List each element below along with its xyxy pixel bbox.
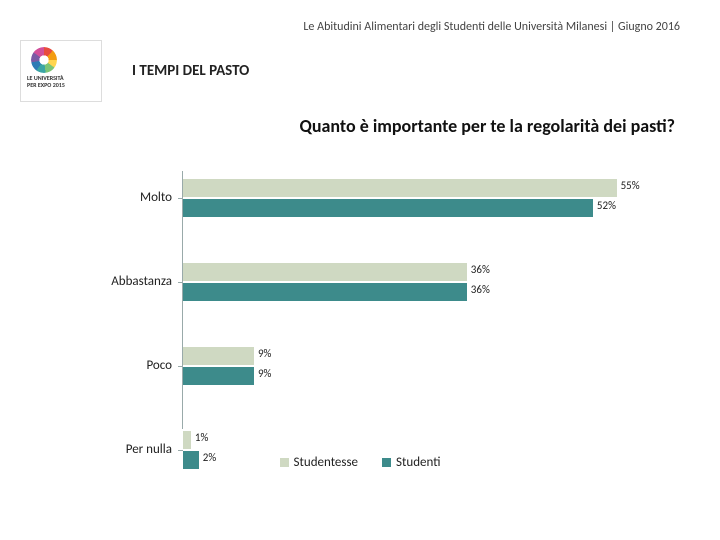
bar: [183, 283, 467, 301]
bar: [183, 263, 467, 281]
bar-value-label: 52%: [597, 199, 616, 212]
bar-value-label: 9%: [258, 367, 271, 380]
bar: [183, 179, 617, 197]
plot-area: 55%52%36%36%9%9%1%2%: [182, 175, 655, 425]
bar-value-label: 55%: [621, 179, 640, 192]
bar-value-label: 9%: [258, 347, 271, 360]
header-breadcrumb: Le Abitudini Alimentari degli Studenti d…: [303, 20, 680, 34]
legend-swatch: [280, 458, 289, 467]
legend-item: Studenti: [382, 455, 440, 470]
legend-label: Studentesse: [294, 455, 359, 470]
logo: LE UNIVERSITÀPER EXPO 2015: [20, 40, 102, 102]
legend-item: Studentesse: [280, 455, 359, 470]
category-label: Poco: [90, 358, 182, 373]
logo-text: LE UNIVERSITÀPER EXPO 2015: [27, 75, 65, 88]
legend-label: Studenti: [396, 455, 440, 470]
logo-burst-icon: [31, 47, 57, 73]
category-label: Abbastanza: [90, 274, 182, 289]
bar-value-label: 36%: [471, 283, 490, 296]
chart-question: Quanto è importante per te la regolarità…: [300, 115, 676, 137]
legend: Studentesse Studenti: [0, 455, 720, 470]
bar: [183, 431, 191, 449]
bar-value-label: 36%: [471, 263, 490, 276]
section-title: I TEMPI DEL PASTO: [132, 62, 249, 80]
bar: [183, 367, 254, 385]
bar: [183, 199, 593, 217]
bar-value-label: 1%: [195, 431, 208, 444]
bar: [183, 347, 254, 365]
bar-chart: 55%52%36%36%9%9%1%2% MoltoAbbastanzaPoco…: [90, 175, 655, 455]
legend-swatch: [382, 458, 391, 467]
category-label: Molto: [90, 190, 182, 205]
